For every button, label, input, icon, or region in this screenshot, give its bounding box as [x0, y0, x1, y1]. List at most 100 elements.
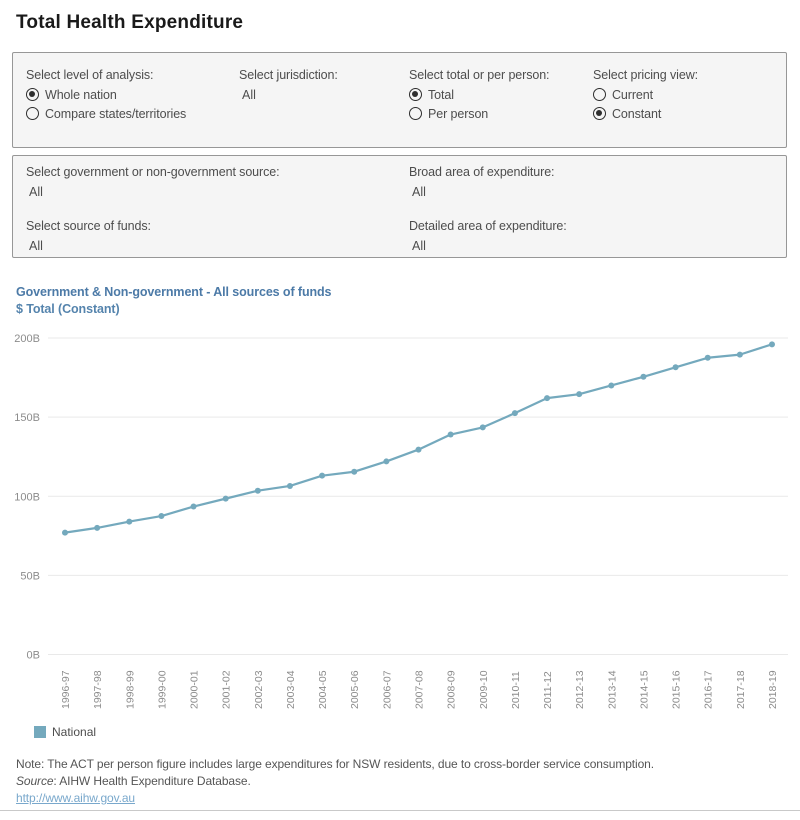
y-axis-tick-label: 200B: [14, 333, 40, 345]
x-axis-tick-label: 2001-02: [221, 670, 233, 709]
radio-total[interactable]: Total: [409, 87, 549, 102]
data-point-marker[interactable]: [94, 524, 101, 531]
filter-label: Broad area of expenditure:: [409, 165, 555, 179]
radio-button-icon[interactable]: [409, 88, 422, 101]
radio-constant[interactable]: Constant: [593, 106, 698, 121]
x-axis-tick-label: 2008-09: [446, 670, 458, 709]
filter-source-of-funds: Select source of funds: All: [26, 218, 151, 253]
x-axis-tick-label: 2006-07: [381, 670, 393, 709]
x-axis-tick-label: 2016-17: [703, 670, 715, 709]
x-axis-tick-label: 2003-04: [285, 670, 297, 709]
data-point-marker[interactable]: [383, 458, 390, 465]
data-point-marker[interactable]: [736, 351, 743, 358]
gov-source-value-dropdown[interactable]: All: [29, 185, 43, 199]
x-axis-tick-label: 2007-08: [413, 670, 425, 709]
filter-label: Select pricing view:: [593, 68, 698, 82]
series-line-national[interactable]: [63, 343, 774, 534]
x-axis-tick-label: 1998-99: [124, 670, 136, 709]
chart-subtitle: $ Total (Constant): [16, 302, 120, 316]
data-point-marker[interactable]: [544, 395, 551, 402]
filter-label: Select total or per person:: [409, 68, 550, 82]
filter-gov-source: Select government or non-government sour…: [26, 164, 280, 199]
filter-level-of-analysis: Select level of analysis: Whole nation C…: [26, 53, 186, 121]
x-axis-tick-label: 2017-18: [735, 670, 747, 709]
x-axis-tick-label: 2015-16: [671, 670, 683, 709]
data-point-marker[interactable]: [190, 503, 197, 510]
filter-label: Select government or non-government sour…: [26, 165, 280, 179]
footer-notes: Note: The ACT per person figure includes…: [16, 756, 654, 807]
radio-label: Constant: [612, 106, 662, 121]
filter-broad-area: Broad area of expenditure: All: [409, 164, 555, 199]
y-axis-tick-label: 100B: [14, 491, 40, 503]
radio-button-icon[interactable]: [593, 88, 606, 101]
data-point-marker[interactable]: [158, 513, 165, 520]
data-point-marker[interactable]: [704, 354, 711, 361]
data-point-marker[interactable]: [608, 382, 615, 389]
y-axis-tick-label: 150B: [14, 412, 40, 424]
data-point-marker[interactable]: [447, 431, 454, 438]
x-axis-tick-label: 2002-03: [253, 670, 265, 709]
data-point-marker[interactable]: [126, 518, 133, 525]
radio-per-person[interactable]: Per person: [409, 106, 549, 121]
data-point-marker[interactable]: [479, 424, 486, 431]
filter-label: Select level of analysis:: [26, 68, 154, 82]
data-point-marker[interactable]: [576, 391, 583, 398]
data-point-marker[interactable]: [640, 373, 647, 380]
radio-button-icon[interactable]: [593, 107, 606, 120]
radio-compare-states[interactable]: Compare states/territories: [26, 106, 186, 121]
data-point-marker[interactable]: [511, 410, 518, 417]
chart-legend: National: [34, 725, 96, 739]
x-axis-tick-label: 2013-14: [606, 670, 618, 709]
x-axis-tick-label: 2012-13: [574, 670, 586, 709]
chart-title: Government & Non-government - All source…: [16, 285, 332, 299]
data-point-marker[interactable]: [672, 364, 679, 371]
source-rest: : AIHW Health Expenditure Database.: [53, 774, 251, 788]
x-axis-tick-label: 1996-97: [60, 670, 72, 709]
filter-total-or-per-person: Select total or per person: Total Per pe…: [409, 53, 550, 121]
x-axis-tick-label: 2010-11: [510, 671, 522, 709]
y-axis-tick-label: 0B: [27, 650, 40, 662]
filter-pricing-view: Select pricing view: Current Constant: [593, 53, 698, 121]
x-axis-tick-label: 2000-01: [189, 670, 201, 709]
page-title: Total Health Expenditure: [16, 12, 244, 33]
broad-area-value-dropdown[interactable]: All: [412, 185, 426, 199]
filter-label: Select source of funds:: [26, 219, 151, 233]
chart-header: Government & Non-government - All source…: [16, 284, 332, 318]
data-point-marker[interactable]: [62, 529, 68, 536]
filter-jurisdiction: Select jurisdiction: All: [239, 53, 338, 102]
data-point-marker[interactable]: [222, 495, 229, 502]
legend-swatch-national[interactable]: [34, 726, 46, 738]
radio-button-icon[interactable]: [26, 88, 39, 101]
aihw-link[interactable]: http://www.aihw.gov.au: [16, 791, 135, 805]
radio-button-icon[interactable]: [409, 107, 422, 120]
detailed-area-value-dropdown[interactable]: All: [412, 239, 426, 253]
radio-label: Current: [612, 87, 653, 102]
y-axis-tick-label: 50B: [20, 570, 40, 582]
radio-label: Whole nation: [45, 87, 117, 102]
data-point-marker[interactable]: [319, 472, 326, 479]
data-point-marker[interactable]: [286, 482, 293, 489]
data-point-marker[interactable]: [768, 341, 775, 348]
filter-panel-bottom: Select government or non-government sour…: [12, 155, 787, 258]
x-axis-tick-label: 2011-12: [542, 671, 554, 709]
x-axis-tick-label: 2009-10: [478, 670, 490, 709]
radio-button-icon[interactable]: [26, 107, 39, 120]
jurisdiction-value-dropdown[interactable]: All: [242, 88, 256, 102]
expenditure-line-chart[interactable]: 0B 50B 100B 150B 200B 1996-97 1997-98 1998-99 19…: [0, 320, 800, 720]
x-axis-tick-label: 2005-06: [349, 670, 361, 709]
radio-whole-nation[interactable]: Whole nation: [26, 87, 186, 102]
legend-label: National: [52, 725, 97, 739]
radio-current[interactable]: Current: [593, 87, 698, 102]
radio-label: Compare states/territories: [45, 106, 187, 121]
source-of-funds-value-dropdown[interactable]: All: [29, 239, 43, 253]
filter-label: Select jurisdiction:: [239, 68, 338, 82]
data-point-marker[interactable]: [351, 468, 358, 475]
x-axis-tick-label: 2004-05: [317, 670, 329, 709]
data-point-marker[interactable]: [415, 446, 422, 453]
source-text: Source: AIHW Health Expenditure Database…: [16, 773, 654, 790]
data-point-marker[interactable]: [254, 487, 261, 494]
filter-detailed-area: Detailed area of expenditure: All: [409, 218, 567, 253]
x-axis-tick-label: 1997-98: [92, 670, 104, 709]
x-axis-tick-label: 2014-15: [638, 670, 650, 709]
